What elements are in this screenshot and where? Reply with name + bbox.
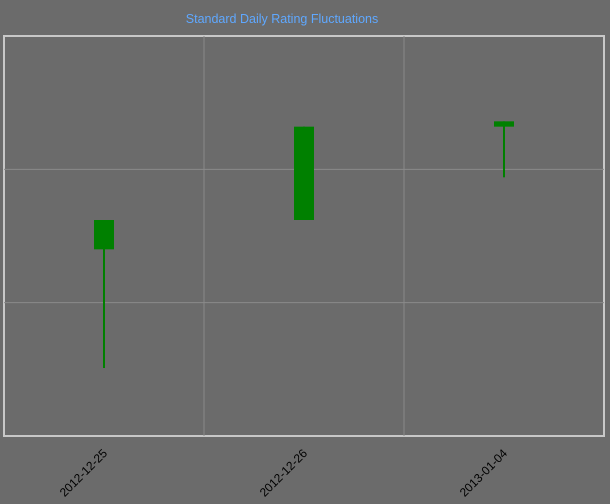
x-tick-label: 2012-12-25 [57, 446, 111, 500]
candle-2013-01-04 [494, 121, 514, 178]
x-axis-tick-labels: 2012-12-25 2012-12-26 2013-01-04 [57, 446, 511, 500]
chart-title: Standard Daily Rating Fluctuations [186, 12, 378, 26]
x-tick-label: 2012-12-26 [257, 446, 311, 500]
plot-area-border [3, 35, 605, 437]
candle-body [294, 126, 314, 220]
candle-2012-12-26 [294, 126, 314, 220]
x-tick-label: 2013-01-04 [457, 446, 511, 500]
candle-2012-12-25 [94, 220, 114, 368]
candle-body [494, 121, 514, 127]
candle-body [94, 220, 114, 250]
candles [94, 121, 514, 368]
